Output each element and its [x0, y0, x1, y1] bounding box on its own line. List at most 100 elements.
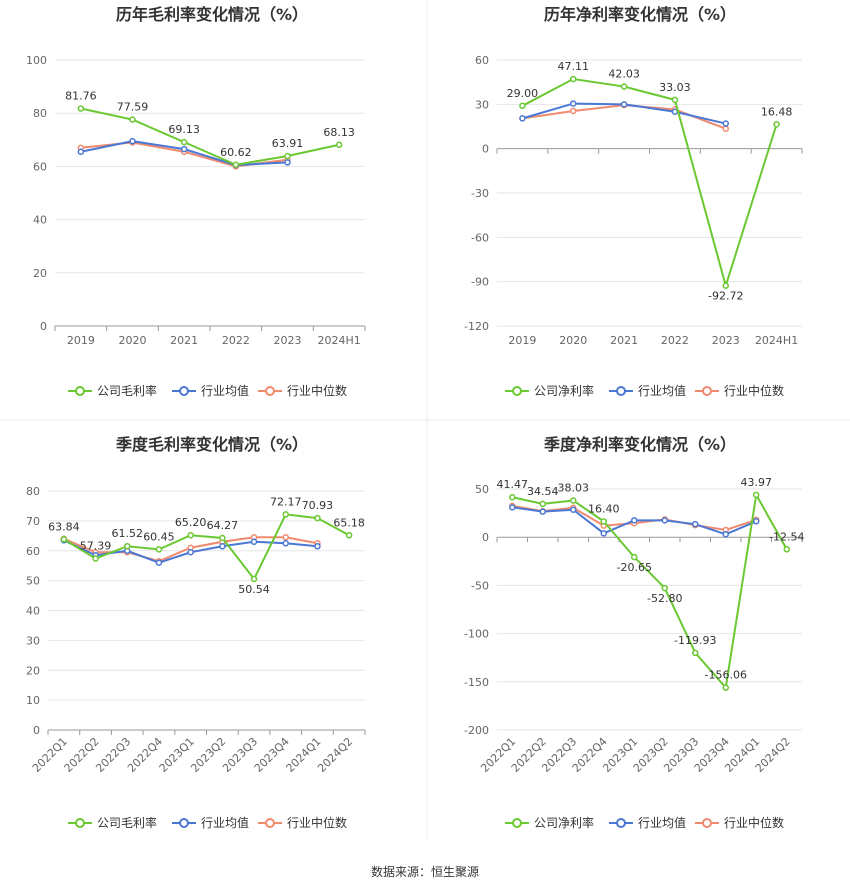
data-point-avg	[722, 531, 729, 538]
legend-label-avg: 行业均值	[201, 383, 249, 398]
legend-marker-avg	[616, 386, 626, 396]
x-tick-label: 2022	[661, 334, 689, 347]
legend-marker-company	[512, 386, 522, 396]
data-point-median	[282, 534, 289, 541]
series-line-company	[80, 107, 340, 166]
x-tick-label: 2023	[712, 334, 740, 347]
chart-title: 历年净利率变化情况（%）	[544, 5, 736, 24]
data-point-company	[232, 161, 240, 169]
y-tick-label: -60	[471, 231, 489, 244]
y-tick-label: 60	[33, 160, 47, 173]
legend-marker-avg	[616, 818, 626, 828]
legend-marker-median	[702, 818, 712, 828]
chart-title: 季度毛利率变化情况（%）	[115, 435, 308, 454]
y-tick-label: 40	[26, 605, 40, 618]
data-label: -52.80	[647, 592, 682, 605]
y-tick-label: -90	[471, 276, 489, 289]
data-point-avg	[77, 148, 85, 156]
series-line-company	[63, 513, 350, 581]
y-tick-label: 30	[475, 98, 489, 111]
x-tick-label: 2021	[170, 334, 198, 347]
data-label: 63.84	[48, 520, 80, 533]
y-tick-label: -200	[464, 724, 489, 737]
data-point-median	[570, 107, 577, 115]
data-point-company	[692, 649, 699, 657]
x-tick-label: 2019	[508, 334, 536, 347]
y-tick-label: -30	[471, 187, 489, 200]
data-point-company	[187, 531, 194, 539]
y-tick-label: 20	[26, 664, 40, 677]
data-point-avg	[661, 517, 668, 524]
y-tick-label: 0	[482, 531, 489, 544]
data-point-company	[661, 584, 668, 592]
data-point-avg	[284, 159, 291, 166]
data-point-avg	[250, 538, 258, 546]
data-label: -20.65	[617, 561, 652, 574]
legend-label-median: 行业中位数	[287, 383, 347, 398]
legend-marker-company	[75, 386, 85, 396]
data-label: 34.54	[527, 485, 559, 498]
legend-marker-company	[75, 818, 85, 828]
chart-title: 历年毛利率变化情况（%）	[116, 5, 308, 24]
legend-label-median: 行业中位数	[724, 815, 784, 830]
data-label: 63.91	[272, 137, 304, 150]
data-label: -12.54	[769, 530, 804, 543]
legend-label-company: 公司净利率	[534, 383, 594, 398]
chart-4: 季度净利率变化情况（%）-200-150-100-500502022Q12022…	[464, 435, 804, 830]
x-tick-label: 2019	[67, 334, 95, 347]
data-label: 16.40	[588, 502, 620, 515]
data-point-company	[282, 511, 289, 518]
data-point-company	[219, 534, 226, 542]
data-source: 数据来源：恒生聚源	[371, 864, 479, 879]
data-label: 16.48	[761, 105, 793, 118]
chart-1: 历年毛利率变化情况（%） 0 20 40 60 80 100 2019 2020 2021 2022…	[26, 5, 366, 398]
x-tick-label: 2024H1	[755, 334, 798, 347]
data-label: 38.03	[558, 482, 590, 495]
y-tick-label: 60	[475, 54, 489, 67]
x-tick-label: 2024Q2	[315, 735, 355, 775]
data-point-company	[671, 96, 679, 104]
y-tick-label: 50	[26, 575, 40, 588]
data-point-company	[753, 491, 760, 499]
series-line-company	[512, 491, 788, 690]
data-point-avg	[620, 101, 628, 108]
data-point-avg	[155, 559, 163, 566]
series-line-company	[521, 78, 778, 290]
data-label: 60.62	[220, 146, 252, 159]
legend-marker-company	[512, 818, 522, 828]
data-label: -156.06	[705, 669, 747, 682]
data-label: 68.13	[323, 126, 355, 139]
x-tick-label: 2021	[610, 334, 638, 347]
data-point-company	[284, 152, 291, 160]
legend-label-median: 行业中位数	[724, 383, 784, 398]
data-label: 64.27	[207, 519, 239, 532]
y-tick-label: -50	[471, 579, 489, 592]
data-point-company	[783, 546, 790, 553]
y-tick-label: 20	[33, 267, 47, 280]
x-tick-label: 2020	[559, 334, 587, 347]
data-label: 65.18	[333, 516, 365, 529]
data-point-avg	[219, 543, 226, 550]
legend-label-avg: 行业均值	[638, 383, 686, 398]
legend-marker-median	[265, 818, 275, 828]
legend-label-company: 公司毛利率	[97, 383, 157, 398]
data-point-median	[722, 125, 729, 132]
data-point-company	[631, 553, 638, 561]
x-tick-label: 2022	[222, 334, 250, 347]
data-label: 60.45	[143, 530, 175, 543]
data-point-company	[335, 141, 343, 149]
chart-3: 季度毛利率变化情况（%）010203040506070802022Q12022Q…	[26, 435, 366, 830]
y-tick-label: 70	[26, 515, 40, 528]
y-tick-label: 30	[26, 634, 40, 647]
data-label: 41.47	[497, 478, 529, 491]
y-tick-label: -100	[464, 628, 489, 641]
data-label: -119.93	[674, 634, 716, 647]
x-tick-label: 2020	[119, 334, 147, 347]
y-tick-label: 0	[40, 320, 47, 333]
chart-2: 历年净利率变化情况（%） -120 -90 -60 -30 0 30 60 2019 2020 20…	[464, 5, 803, 398]
y-tick-label: 100	[26, 54, 47, 67]
data-label: 33.03	[659, 81, 691, 94]
data-label: 77.59	[117, 101, 149, 114]
data-label: 29.00	[507, 87, 539, 100]
